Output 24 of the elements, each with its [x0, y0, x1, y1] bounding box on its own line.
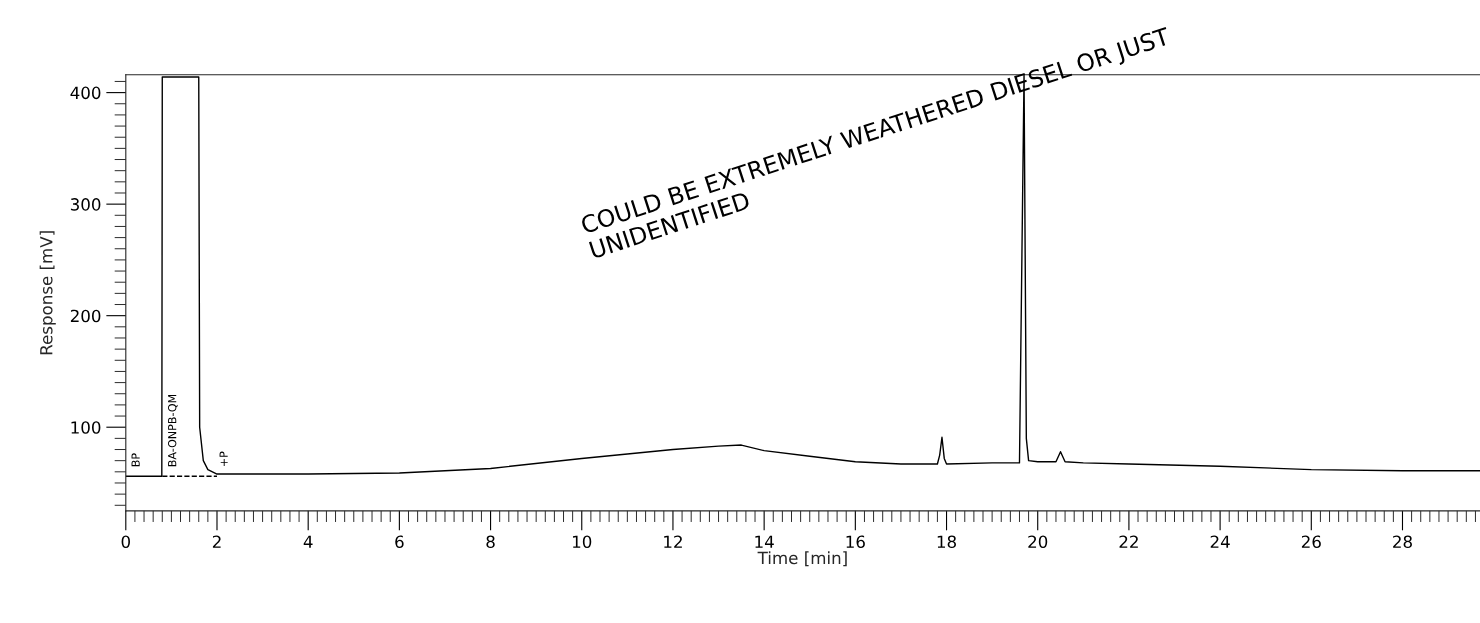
x-tick-label: 20: [1028, 535, 1048, 549]
x-tick-label: 16: [846, 535, 865, 549]
annotation: +P: [219, 451, 228, 467]
x-tick-label: 10: [572, 535, 592, 549]
x-tick-label: 0: [121, 535, 130, 549]
x-tick-label: 26: [1301, 535, 1321, 549]
y-tick-label: 400: [70, 86, 101, 100]
x-tick-label: 4: [303, 535, 313, 548]
x-axis-title: Time [min]: [757, 551, 847, 567]
annotation: BP: [131, 453, 140, 467]
x-tick-label: 12: [664, 535, 682, 548]
y-tick-label: 100: [71, 421, 101, 434]
x-tick-label: 22: [1119, 535, 1138, 548]
annotation: BA-ONPB-QM: [167, 394, 178, 467]
y-tick-label: 200: [70, 309, 101, 323]
y-axis-title: Response [mV]: [39, 231, 56, 355]
x-tick-label: 24: [1210, 535, 1230, 548]
x-tick-label: 6: [395, 535, 404, 549]
x-tick-label: 8: [486, 535, 495, 549]
x-tick-label: 14: [755, 535, 774, 548]
x-tick-label: 18: [937, 535, 956, 549]
y-tick-label: 300: [70, 198, 101, 211]
x-tick-label: 28: [1393, 535, 1412, 549]
x-tick-label: 2: [212, 535, 221, 548]
